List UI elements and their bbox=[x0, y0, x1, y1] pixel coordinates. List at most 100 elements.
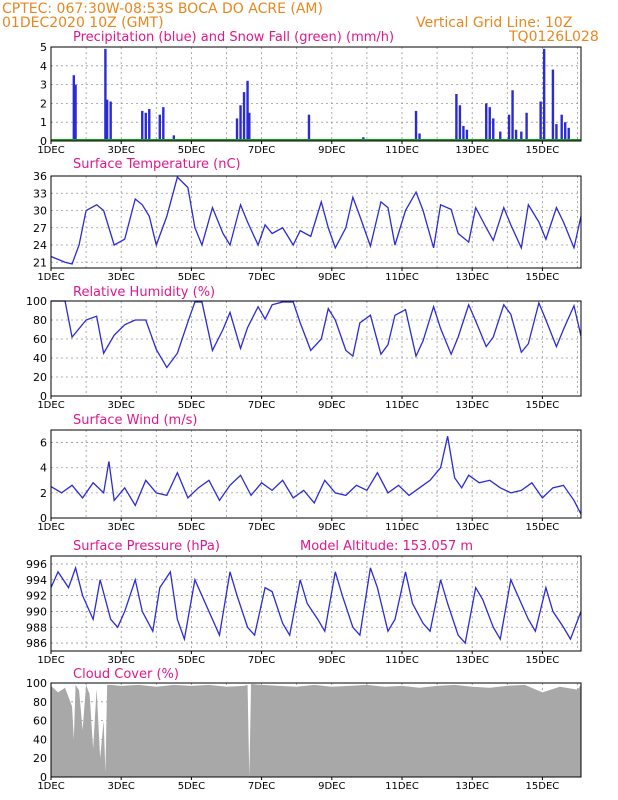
y-tick-label: 0 bbox=[40, 512, 47, 525]
x-tick-label: 13DEC bbox=[455, 655, 489, 666]
x-tick-label: 15DEC bbox=[526, 655, 560, 666]
x-tick-label: 15DEC bbox=[526, 522, 560, 533]
precip-bar bbox=[511, 90, 514, 141]
precip-bar bbox=[499, 131, 502, 141]
precip-bar bbox=[158, 114, 162, 141]
x-tick-label: 7DEC bbox=[248, 272, 275, 283]
precip-bar bbox=[520, 131, 523, 141]
x-tick-label: 7DEC bbox=[248, 400, 275, 411]
y-tick-label: 100 bbox=[26, 295, 47, 308]
x-tick-label: 7DEC bbox=[248, 522, 275, 533]
x-tick-label: 11DEC bbox=[385, 522, 419, 533]
x-tick-label: 11DEC bbox=[385, 400, 419, 411]
y-tick-label: 5 bbox=[40, 41, 47, 54]
y-tick-label: 20 bbox=[33, 752, 47, 765]
precip-bar bbox=[74, 84, 77, 141]
series-line bbox=[50, 175, 582, 265]
y-tick-label: 996 bbox=[26, 558, 47, 571]
y-tick-label: 4 bbox=[40, 462, 47, 475]
y-tick-label: 4 bbox=[40, 60, 47, 73]
x-tick-label: 1DEC bbox=[37, 522, 64, 533]
x-tick-label: 3DEC bbox=[108, 522, 135, 533]
x-tick-label: 3DEC bbox=[108, 400, 135, 411]
x-tick-label: 13DEC bbox=[455, 781, 489, 792]
precip-bar bbox=[542, 48, 546, 141]
panel-title: Surface Pressure (hPa) bbox=[73, 539, 220, 554]
precip-bar bbox=[414, 110, 418, 141]
x-tick-label: 3DEC bbox=[108, 272, 135, 283]
panel-title: Relative Humidity (%) bbox=[73, 285, 215, 300]
y-tick-label: 992 bbox=[26, 590, 47, 603]
x-tick-label: 9DEC bbox=[318, 655, 345, 666]
x-tick-label: 15DEC bbox=[526, 145, 560, 156]
precip-bar bbox=[162, 107, 165, 141]
y-tick-label: 20 bbox=[33, 371, 47, 384]
y-tick-label: 988 bbox=[26, 621, 47, 634]
y-tick-label: 0 bbox=[40, 135, 47, 148]
y-tick-label: 80 bbox=[33, 314, 47, 327]
x-tick-label: 9DEC bbox=[318, 522, 345, 533]
precip-bar bbox=[465, 129, 469, 141]
precip-bar bbox=[172, 135, 176, 141]
y-tick-label: 990 bbox=[26, 605, 47, 618]
y-tick-label: 3 bbox=[40, 79, 47, 92]
grid-note: Vertical Grid Line: 10Z bbox=[416, 15, 572, 31]
y-tick-label: 40 bbox=[33, 352, 47, 365]
y-tick-label: 0 bbox=[40, 390, 47, 403]
precip-bar bbox=[148, 109, 151, 141]
series-line bbox=[50, 436, 582, 515]
y-tick-label: 36 bbox=[33, 170, 47, 183]
precip-bar bbox=[462, 125, 465, 141]
y-tick-label: 33 bbox=[33, 187, 47, 200]
x-tick-label: 13DEC bbox=[455, 400, 489, 411]
x-tick-label: 9DEC bbox=[318, 145, 345, 156]
x-tick-label: 9DEC bbox=[318, 781, 345, 792]
x-tick-label: 7DEC bbox=[248, 655, 275, 666]
precip-bar bbox=[104, 48, 107, 141]
model-altitude: Model Altitude: 153.057 m bbox=[300, 539, 473, 554]
x-tick-label: 11DEC bbox=[385, 272, 419, 283]
precip-bar bbox=[141, 110, 144, 141]
precip-bar bbox=[458, 105, 462, 141]
panel-title: Precipitation (blue) and Snow Fall (gree… bbox=[73, 30, 394, 45]
precip-bar bbox=[488, 107, 491, 141]
x-tick-label: 3DEC bbox=[108, 655, 135, 666]
series-line bbox=[51, 300, 582, 369]
station-header: CPTEC: 067:30W-08:53S BOCA DO ACRE (AM) bbox=[2, 1, 323, 17]
precip-bar bbox=[248, 112, 251, 141]
x-tick-label: 3DEC bbox=[108, 145, 135, 156]
y-tick-label: 21 bbox=[33, 256, 47, 269]
x-tick-label: 13DEC bbox=[455, 522, 489, 533]
precip-bar bbox=[560, 114, 563, 141]
y-tick-label: 27 bbox=[33, 222, 47, 235]
x-tick-label: 1DEC bbox=[37, 655, 64, 666]
precip-bar bbox=[555, 124, 558, 141]
precip-bar bbox=[109, 101, 112, 141]
y-tick-label: 100 bbox=[26, 677, 47, 690]
x-tick-label: 9DEC bbox=[318, 272, 345, 283]
model-code: TQ0126L028 bbox=[508, 29, 599, 45]
x-tick-label: 11DEC bbox=[385, 781, 419, 792]
x-tick-label: 5DEC bbox=[178, 522, 205, 533]
x-tick-label: 5DEC bbox=[178, 655, 205, 666]
y-tick-label: 60 bbox=[33, 715, 47, 728]
x-tick-label: 13DEC bbox=[455, 272, 489, 283]
x-tick-label: 15DEC bbox=[526, 272, 560, 283]
x-tick-label: 13DEC bbox=[455, 145, 489, 156]
x-tick-label: 1DEC bbox=[37, 781, 64, 792]
y-tick-label: 2 bbox=[40, 97, 47, 110]
precip-bar bbox=[514, 129, 518, 141]
x-tick-label: 9DEC bbox=[318, 400, 345, 411]
precip-bar bbox=[307, 114, 311, 141]
x-tick-label: 11DEC bbox=[385, 145, 419, 156]
precip-bar bbox=[507, 114, 511, 141]
plot-frame bbox=[50, 555, 582, 652]
y-tick-label: 0 bbox=[40, 771, 47, 784]
panel-title: Surface Wind (m/s) bbox=[73, 413, 197, 428]
x-tick-label: 1DEC bbox=[37, 272, 64, 283]
panel-title: Surface Temperature (nC) bbox=[73, 157, 241, 172]
precip-bar bbox=[455, 94, 458, 141]
plot-frame bbox=[50, 300, 582, 397]
precip-bar bbox=[246, 80, 249, 141]
y-tick-label: 80 bbox=[33, 696, 47, 709]
